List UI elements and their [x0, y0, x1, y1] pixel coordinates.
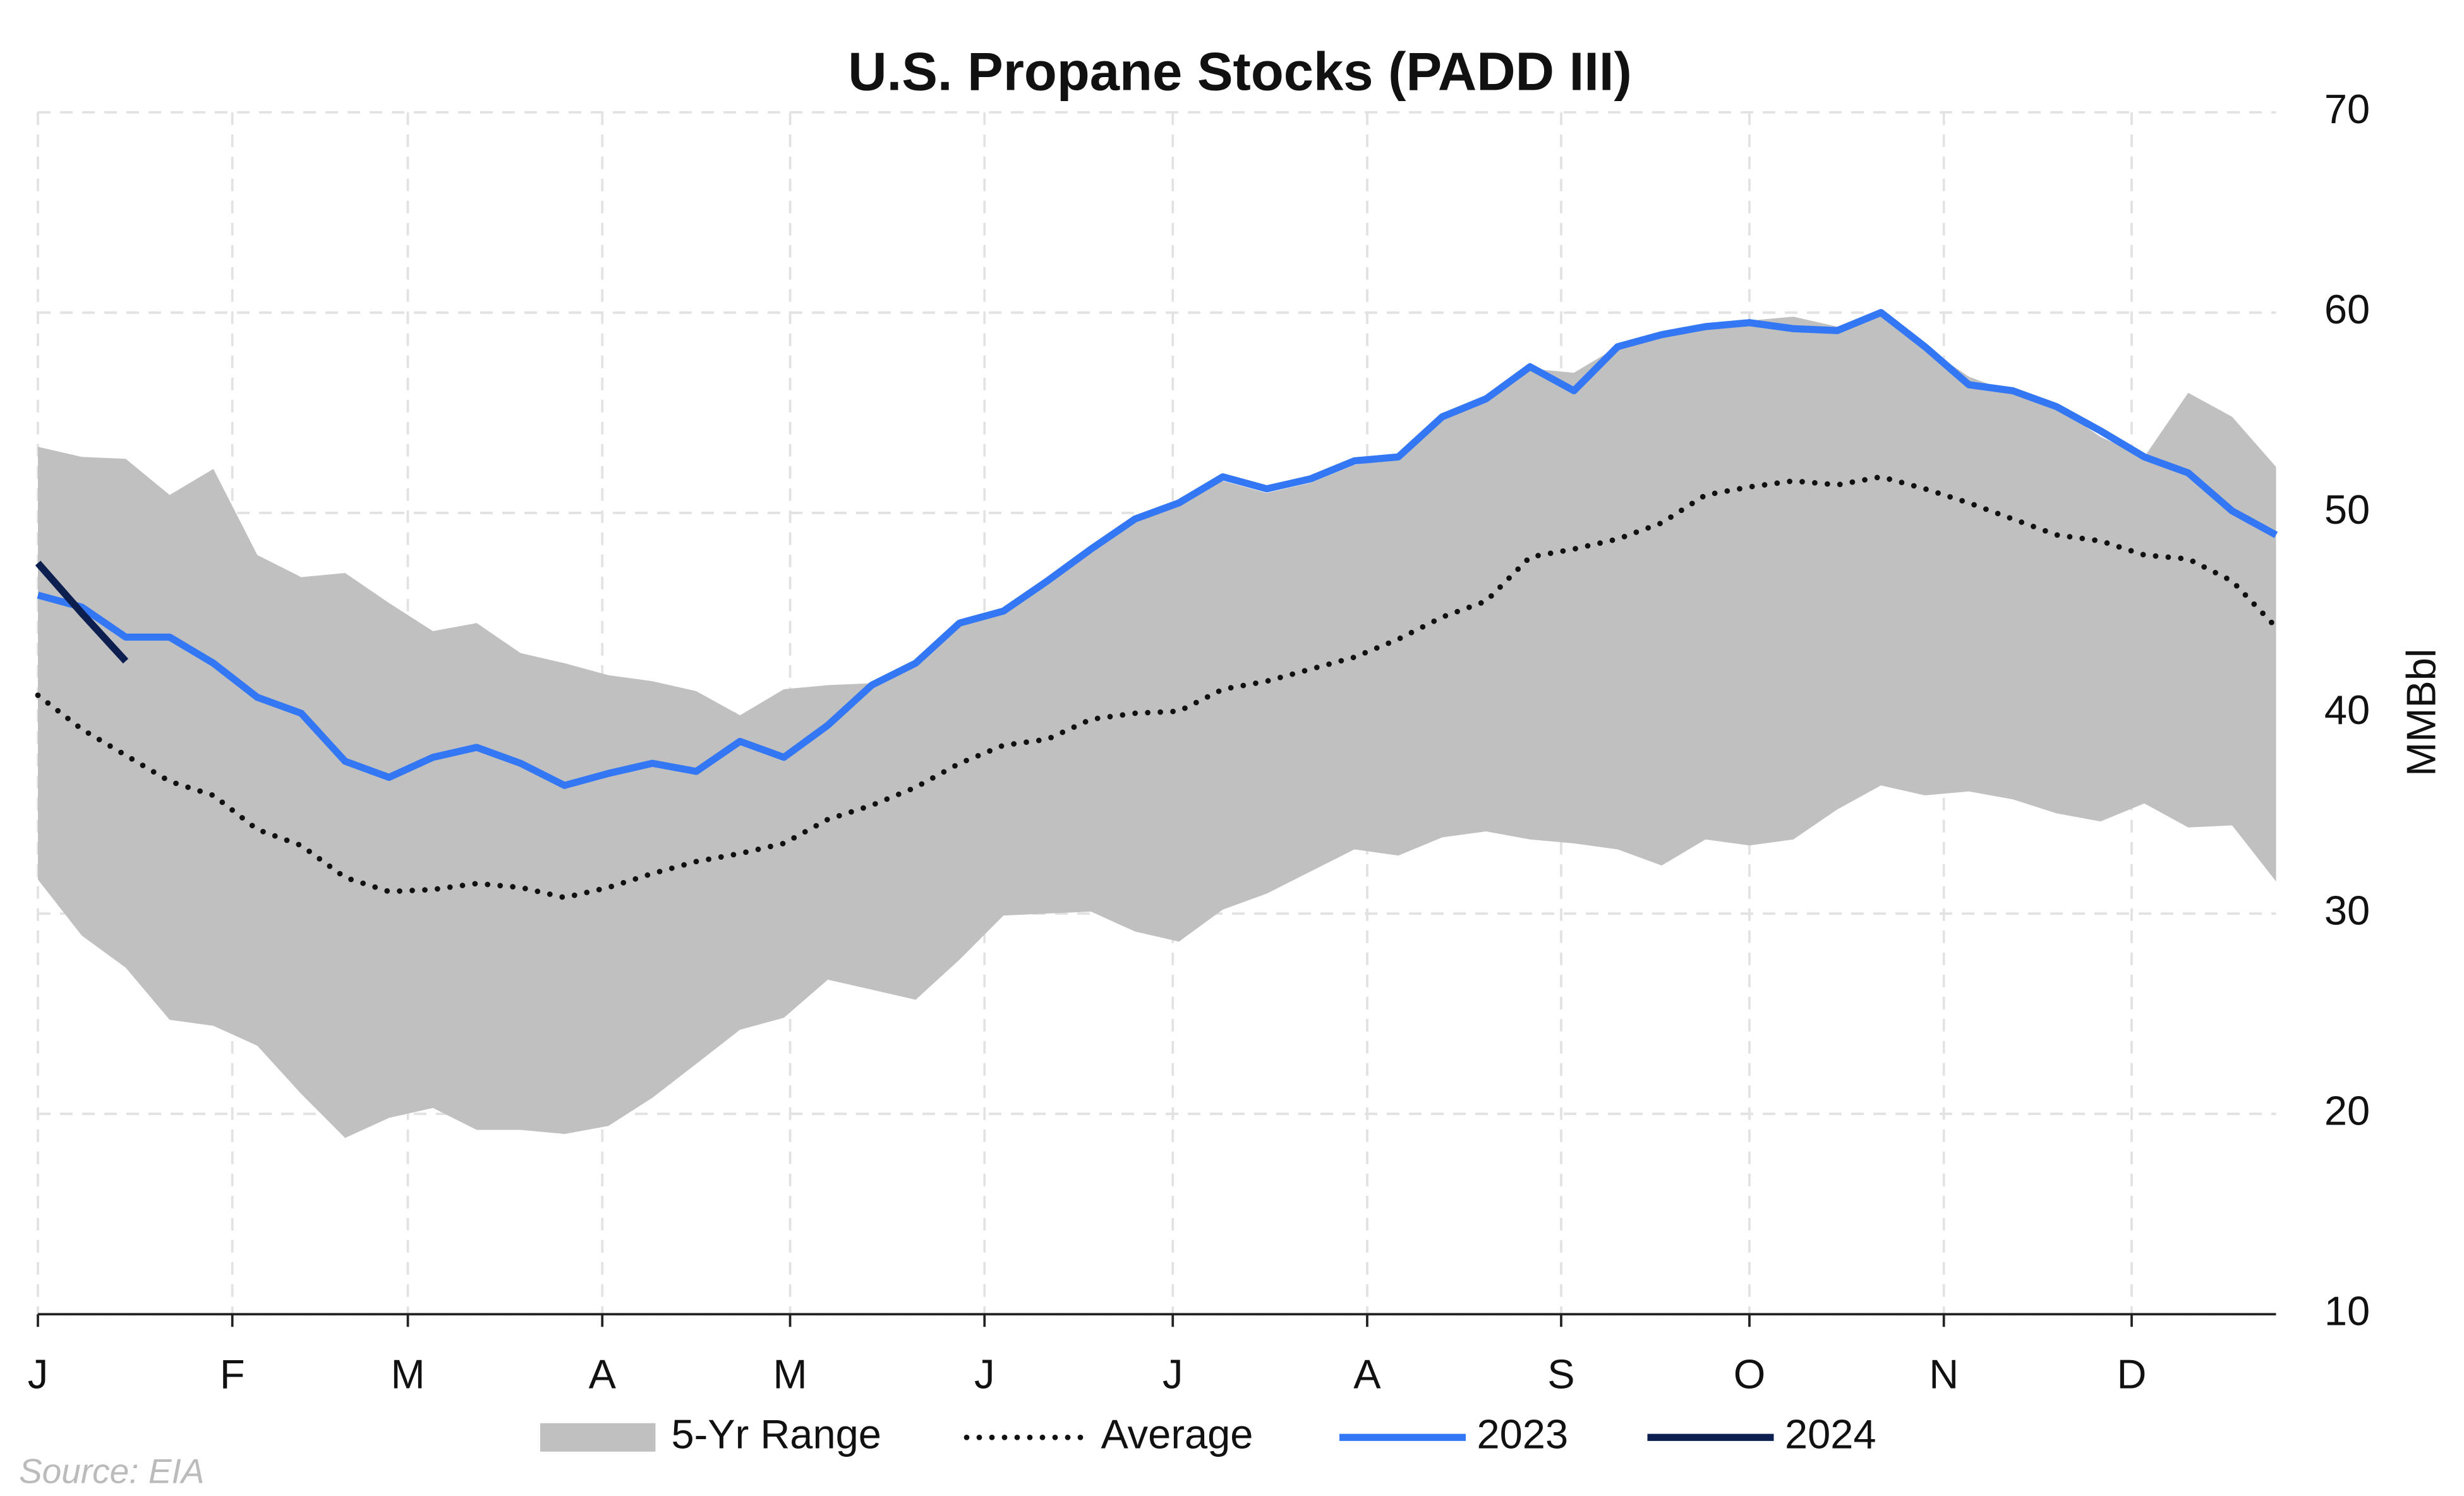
- legend-label: Average: [1101, 1411, 1253, 1457]
- series-line: [35, 560, 129, 664]
- x-tick-label: M: [390, 1351, 425, 1397]
- legend-label: 2024: [1785, 1411, 1876, 1457]
- x-tick-label: D: [2117, 1351, 2146, 1397]
- x-tick-label: F: [220, 1351, 245, 1397]
- axes: 10 20 30 40 50 60 70 J F M A M J J A S O N D: [28, 86, 2370, 1397]
- legend-label: 5-Yr Range: [672, 1411, 881, 1457]
- y-axis-label: MMBbl: [2398, 649, 2444, 776]
- x-tick-label: J: [974, 1351, 995, 1397]
- range-band: [38, 317, 2276, 1138]
- x-tick-label: A: [589, 1351, 617, 1397]
- chart-title: U.S. Propane Stocks (PADD III): [848, 42, 1632, 102]
- x-tick-label: M: [773, 1351, 807, 1397]
- x-tick-label: S: [1547, 1351, 1574, 1397]
- y-tick-label: 20: [2324, 1087, 2370, 1133]
- y-tick-label: 10: [2324, 1288, 2370, 1334]
- legend-label: 2023: [1477, 1411, 1569, 1457]
- x-tick-label: O: [1734, 1351, 1766, 1397]
- y-tick-label: 30: [2324, 887, 2370, 933]
- legend: 5-Yr Range Average 2023 2024: [540, 1411, 1876, 1457]
- plot: [35, 309, 2279, 1138]
- x-tick-label: A: [1353, 1351, 1381, 1397]
- series-line: [37, 309, 2278, 789]
- x-tick-label: J: [1163, 1351, 1183, 1397]
- y-tick-label: 40: [2324, 687, 2370, 733]
- source: Source: EIA: [19, 1451, 204, 1490]
- y-tick-label: 50: [2324, 486, 2370, 533]
- y-tick-label: 60: [2324, 286, 2370, 332]
- average-line: [35, 474, 2279, 901]
- x-tick-label: N: [1929, 1351, 1959, 1397]
- y-tick-label: 70: [2324, 86, 2370, 132]
- x-tick-label: J: [28, 1351, 49, 1397]
- legend-swatch: [540, 1423, 656, 1452]
